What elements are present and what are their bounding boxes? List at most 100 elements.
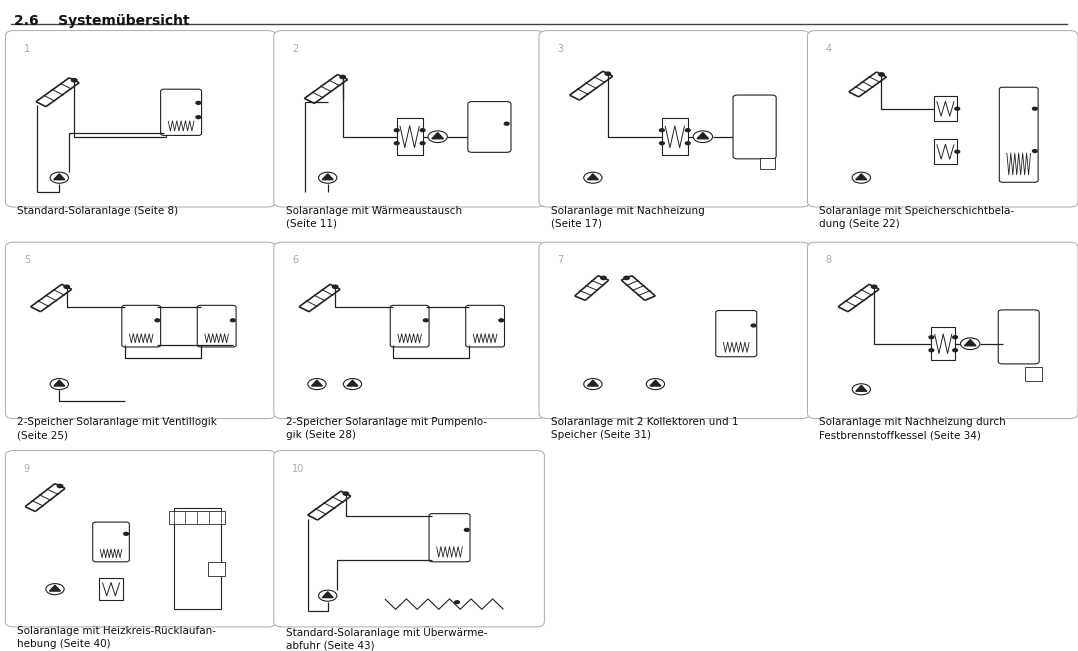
FancyBboxPatch shape <box>733 95 776 159</box>
Text: 9: 9 <box>24 464 30 473</box>
Circle shape <box>395 142 399 145</box>
Text: 3: 3 <box>557 44 564 53</box>
Circle shape <box>660 129 664 132</box>
Polygon shape <box>697 133 708 139</box>
Text: 4: 4 <box>826 44 832 53</box>
Polygon shape <box>322 174 333 180</box>
Text: 8: 8 <box>826 255 832 265</box>
FancyBboxPatch shape <box>93 522 129 562</box>
FancyBboxPatch shape <box>807 242 1078 419</box>
FancyBboxPatch shape <box>999 87 1038 182</box>
FancyBboxPatch shape <box>5 242 276 419</box>
FancyBboxPatch shape <box>161 89 202 135</box>
Circle shape <box>871 285 876 288</box>
Circle shape <box>955 150 959 153</box>
Text: Solaranlage mit Nachheizung
(Seite 17): Solaranlage mit Nachheizung (Seite 17) <box>551 206 705 229</box>
Circle shape <box>600 276 606 279</box>
FancyBboxPatch shape <box>5 31 276 207</box>
Circle shape <box>647 378 664 389</box>
Bar <box>397 118 423 155</box>
Text: 2: 2 <box>292 44 299 53</box>
Circle shape <box>395 129 399 132</box>
Circle shape <box>465 529 469 531</box>
Bar <box>934 96 957 121</box>
Circle shape <box>879 73 884 76</box>
Circle shape <box>852 172 871 184</box>
Text: 2.6    Systemübersicht: 2.6 Systemübersicht <box>14 14 190 29</box>
Text: Standard-Solaranlage mit Überwärme-
abfuhr (Seite 43): Standard-Solaranlage mit Überwärme- abfu… <box>286 626 487 651</box>
FancyBboxPatch shape <box>197 305 236 347</box>
Bar <box>662 118 688 155</box>
Circle shape <box>319 590 336 602</box>
Circle shape <box>751 324 756 327</box>
Circle shape <box>424 319 428 322</box>
Circle shape <box>953 349 957 352</box>
Polygon shape <box>965 340 976 346</box>
Circle shape <box>1033 150 1037 152</box>
Polygon shape <box>312 380 322 386</box>
Polygon shape <box>50 585 60 591</box>
Circle shape <box>343 378 362 389</box>
Bar <box>1025 367 1042 381</box>
Circle shape <box>57 484 63 488</box>
Text: 2-Speicher Solaranlage mit Ventillogik
(Seite 25): 2-Speicher Solaranlage mit Ventillogik (… <box>17 417 217 441</box>
Circle shape <box>660 142 664 145</box>
Circle shape <box>499 319 503 322</box>
Circle shape <box>50 378 69 389</box>
Polygon shape <box>432 133 443 139</box>
Circle shape <box>428 131 447 143</box>
Bar <box>99 578 123 600</box>
Text: 6: 6 <box>292 255 299 265</box>
Polygon shape <box>588 380 598 386</box>
Circle shape <box>584 378 603 389</box>
FancyBboxPatch shape <box>274 450 544 627</box>
Polygon shape <box>54 380 65 386</box>
Circle shape <box>693 131 713 143</box>
Circle shape <box>196 102 201 104</box>
Circle shape <box>929 349 934 352</box>
Polygon shape <box>54 174 65 180</box>
Circle shape <box>960 338 980 350</box>
Circle shape <box>319 172 336 184</box>
FancyBboxPatch shape <box>122 305 161 347</box>
Circle shape <box>340 76 345 79</box>
FancyBboxPatch shape <box>429 514 470 562</box>
Text: 10: 10 <box>292 464 304 473</box>
Text: 5: 5 <box>24 255 30 265</box>
Text: 1: 1 <box>24 44 30 53</box>
Circle shape <box>308 378 327 389</box>
Circle shape <box>955 107 959 110</box>
Polygon shape <box>347 380 358 386</box>
Circle shape <box>332 285 337 288</box>
Circle shape <box>929 336 934 339</box>
FancyBboxPatch shape <box>807 31 1078 207</box>
Circle shape <box>686 142 690 145</box>
Text: 2-Speicher Solaranlage mit Pumpenlo-
gik (Seite 28): 2-Speicher Solaranlage mit Pumpenlo- gik… <box>286 417 487 441</box>
Circle shape <box>605 72 610 76</box>
Circle shape <box>45 583 64 595</box>
FancyBboxPatch shape <box>539 242 810 419</box>
Bar <box>931 327 955 360</box>
FancyBboxPatch shape <box>716 311 757 357</box>
Text: 7: 7 <box>557 255 564 265</box>
Circle shape <box>686 129 690 132</box>
Circle shape <box>155 319 160 322</box>
Circle shape <box>1033 107 1037 110</box>
Text: Solaranlage mit Speicherschichtbela-
dung (Seite 22): Solaranlage mit Speicherschichtbela- dun… <box>819 206 1014 229</box>
FancyBboxPatch shape <box>274 31 544 207</box>
Text: Standard-Solaranlage (Seite 8): Standard-Solaranlage (Seite 8) <box>17 206 178 215</box>
Circle shape <box>852 384 871 395</box>
Circle shape <box>64 285 69 288</box>
Circle shape <box>455 601 459 603</box>
Circle shape <box>505 122 509 125</box>
FancyBboxPatch shape <box>5 450 276 627</box>
Bar <box>169 511 225 524</box>
Bar <box>760 158 775 169</box>
Polygon shape <box>856 174 867 180</box>
Polygon shape <box>856 385 867 391</box>
Bar <box>208 562 225 576</box>
Circle shape <box>420 142 425 145</box>
Polygon shape <box>650 380 661 386</box>
Circle shape <box>343 492 348 495</box>
Circle shape <box>71 79 77 82</box>
